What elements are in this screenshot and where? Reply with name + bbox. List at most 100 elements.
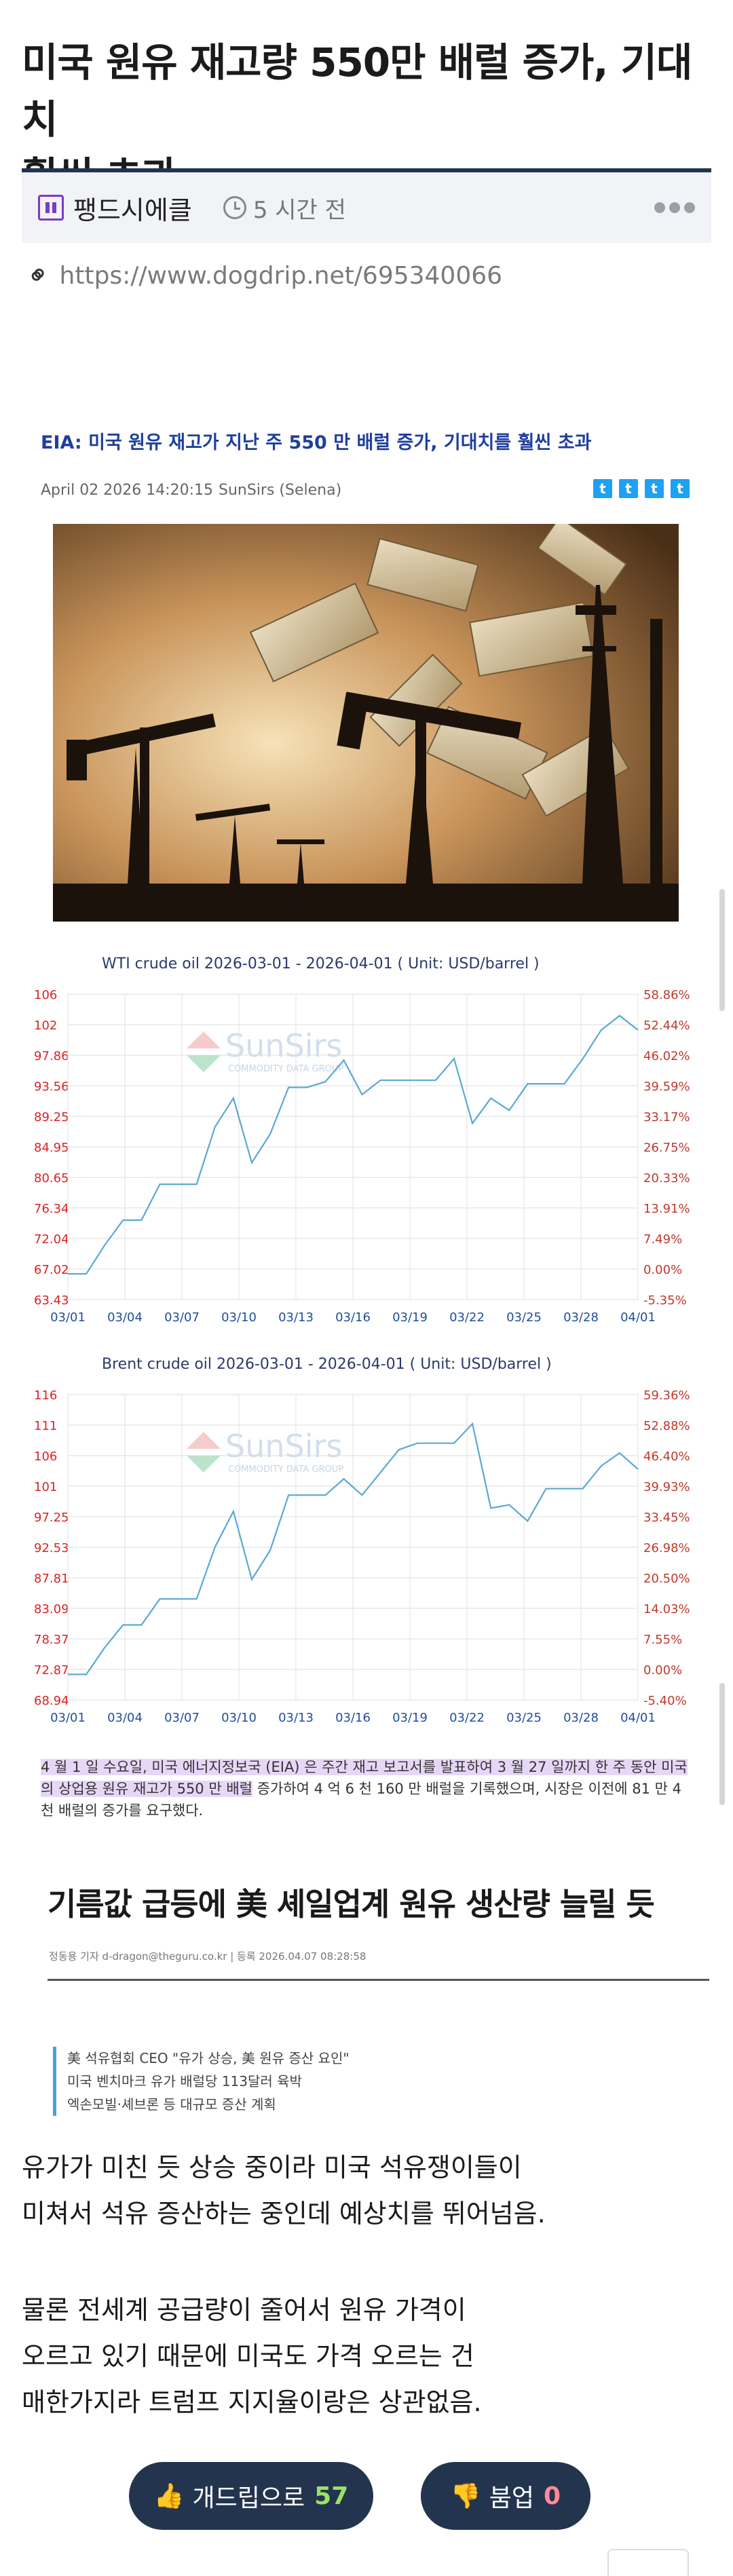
y-left-tick-label: 76.34 (34, 1202, 69, 1216)
more-options-icon[interactable] (654, 202, 695, 213)
post-body-paragraph-2: 물론 전세계 공급량이 줄어서 원유 가격이 오르고 있기 때문에 미국도 가격… (22, 2287, 711, 2425)
downvote-label: 붐업 (489, 2484, 534, 2512)
x-tick-label: 03/22 (449, 1310, 485, 1325)
x-tick-label: 03/25 (506, 1711, 542, 1725)
brent-chart-title: Brent crude oil 2026-03-01 - 2026-04-01 … (102, 1356, 552, 1373)
x-tick-label: 03/07 (164, 1310, 200, 1325)
news-divider (48, 1979, 709, 1981)
x-tick-label: 03/04 (107, 1310, 143, 1325)
twitter-icon[interactable]: t (645, 479, 664, 498)
y-left-tick-label: 72.04 (34, 1232, 69, 1247)
article-author: SunSirs (Selena) (219, 482, 342, 499)
y-right-tick-label: 39.93% (643, 1480, 690, 1494)
share-icons: t t t t (593, 479, 690, 498)
chart-watermark-subtitle: COMMODITY DATA GROUP (228, 1464, 343, 1475)
watermark-logo-icon (187, 1055, 221, 1072)
y-right-tick-label: 59.36% (643, 1388, 690, 1403)
y-right-tick-label: -5.35% (643, 1293, 687, 1308)
post-link-row: ⚭ https://www.dogdrip.net/695340066 (20, 255, 503, 296)
x-tick-label: 03/10 (221, 1711, 257, 1725)
post-body-paragraph-1: 유가가 미친 듯 상승 중이라 미국 석유쟁이들이 미쳐서 석유 증산하는 중인… (22, 2144, 711, 2237)
x-tick-label: 03/01 (50, 1310, 86, 1325)
y-right-tick-label: 58.86% (643, 988, 690, 1002)
y-right-tick-label: 26.75% (643, 1141, 690, 1155)
y-left-tick-label: 102 (34, 1019, 57, 1033)
y-left-tick-label: 78.37 (34, 1633, 69, 1647)
thumbs-up-icon: 👍 (153, 2482, 185, 2510)
x-tick-label: 03/07 (164, 1711, 200, 1725)
x-tick-label: 03/10 (221, 1310, 257, 1325)
chart-watermark: SunSirs (225, 1027, 342, 1064)
chart-watermark: SunSirs (225, 1428, 342, 1464)
y-right-tick-label: 20.33% (643, 1171, 690, 1186)
x-tick-label: 03/13 (278, 1310, 314, 1325)
twitter-icon[interactable]: t (593, 479, 612, 498)
news-summary-quote: 美 석유협회 CEO "유가 상승, 美 원유 증산 요인" 미국 벤치마크 유… (53, 2047, 350, 2116)
upvote-button[interactable]: 👍 개드립으로 57 (129, 2462, 373, 2530)
twitter-icon[interactable]: t (671, 479, 690, 498)
y-left-tick-label: 111 (34, 1419, 57, 1433)
wti-price-chart: WTI crude oil 2026-03-01 - 2026-04-01 ( … (34, 955, 690, 1325)
y-left-tick-label: 106 (34, 1450, 57, 1464)
brent-price-chart: Brent crude oil 2026-03-01 - 2026-04-01 … (34, 1356, 690, 1725)
x-tick-label: 03/22 (449, 1711, 485, 1725)
post-url-link[interactable]: https://www.dogdrip.net/695340066 (59, 261, 503, 290)
x-tick-label: 04/01 (620, 1310, 656, 1325)
hero-illustration (53, 524, 679, 922)
board-name-link[interactable]: 팽드시에클 (73, 195, 192, 225)
article-date: April 02 2026 14:20:15 (41, 482, 214, 499)
body-line: 유가가 미친 듯 상승 중이라 미국 석유쟁이들이 (22, 2153, 522, 2182)
clock-icon (223, 196, 246, 219)
downvote-count: 0 (544, 2482, 561, 2510)
scrollbar-thumb[interactable] (719, 889, 725, 1011)
article-title: EIA: 미국 원유 재고가 지난 주 550 만 배럴 증가, 기대치를 훨씬… (41, 432, 592, 453)
watermark-logo-icon (187, 1031, 221, 1048)
x-tick-label: 03/01 (50, 1711, 86, 1725)
scrollbar-thumb[interactable] (719, 1683, 725, 1805)
wti-chart-title: WTI crude oil 2026-03-01 - 2026-04-01 ( … (102, 955, 540, 972)
x-tick-label: 03/19 (392, 1711, 428, 1725)
post-meta-bar: 팽드시에클 5 시간 전 (22, 168, 711, 243)
y-left-tick-label: 89.25 (34, 1110, 69, 1124)
post-time: 5 시간 전 (252, 196, 346, 224)
y-left-tick-label: 68.94 (34, 1694, 69, 1708)
embedded-article: EIA: 미국 원유 재고가 지난 주 550 만 배럴 증가, 기대치를 훨씬… (41, 428, 692, 499)
body-line: 매한가지라 트럼프 지지율이랑은 상관없음. (22, 2387, 482, 2417)
y-left-tick-label: 72.87 (34, 1663, 69, 1678)
y-left-tick-label: 97.86 (34, 1049, 69, 1063)
upvote-label: 개드립으로 (192, 2484, 305, 2512)
y-right-tick-label: 0.00% (643, 1663, 682, 1678)
x-tick-label: 03/16 (335, 1711, 371, 1725)
quote-line: 엑손모빌·셰브론 등 대규모 증산 계획 (67, 2096, 276, 2113)
x-tick-label: 03/28 (563, 1711, 599, 1725)
upvote-count: 57 (314, 2482, 349, 2510)
floating-button[interactable] (607, 2549, 689, 2576)
y-right-tick-label: 7.49% (643, 1232, 682, 1247)
article-rest-text: 증가하여 4 억 6 천 160 만 배럴을 기록했으며, 시장은 이전에 81… (41, 1781, 682, 1819)
x-tick-label: 03/13 (278, 1711, 314, 1725)
news-headline: 기름값 급등에 美 셰일업계 원유 생산량 늘릴 듯 (48, 1886, 655, 1922)
y-right-tick-label: 52.44% (643, 1019, 690, 1033)
y-right-tick-label: 46.40% (643, 1450, 690, 1464)
chart-watermark-subtitle: COMMODITY DATA GROUP (228, 1064, 343, 1074)
y-left-tick-label: 84.95 (34, 1141, 69, 1155)
x-tick-label: 04/01 (620, 1711, 656, 1725)
downvote-button[interactable]: 👎 붐업 0 (421, 2462, 590, 2530)
body-line: 미쳐서 석유 증산하는 중인데 예상치를 뛰어넘음. (22, 2199, 546, 2229)
post-title-line1: 미국 원유 재고량 550만 배럴 증가, 기대치 (22, 39, 692, 143)
price-series-line (68, 1422, 639, 1675)
twitter-icon[interactable]: t (619, 479, 638, 498)
y-right-tick-label: 39.59% (643, 1080, 690, 1094)
x-tick-label: 03/25 (506, 1310, 542, 1325)
x-tick-label: 03/16 (335, 1310, 371, 1325)
y-right-tick-label: 33.45% (643, 1511, 690, 1525)
news-byline: 정동용 기자 d-dragon@theguru.co.kr | 등록 2026.… (49, 1950, 366, 1963)
oil-pumpjack-image (53, 524, 679, 922)
y-right-tick-label: 46.02% (643, 1049, 690, 1063)
x-tick-label: 03/19 (392, 1310, 428, 1325)
x-tick-label: 03/04 (107, 1711, 143, 1725)
quote-line: 미국 벤치마크 유가 배럴당 113달러 육박 (67, 2073, 302, 2089)
y-right-tick-label: 52.88% (643, 1419, 690, 1433)
y-left-tick-label: 80.65 (34, 1171, 69, 1186)
y-right-tick-label: 26.98% (643, 1541, 690, 1555)
